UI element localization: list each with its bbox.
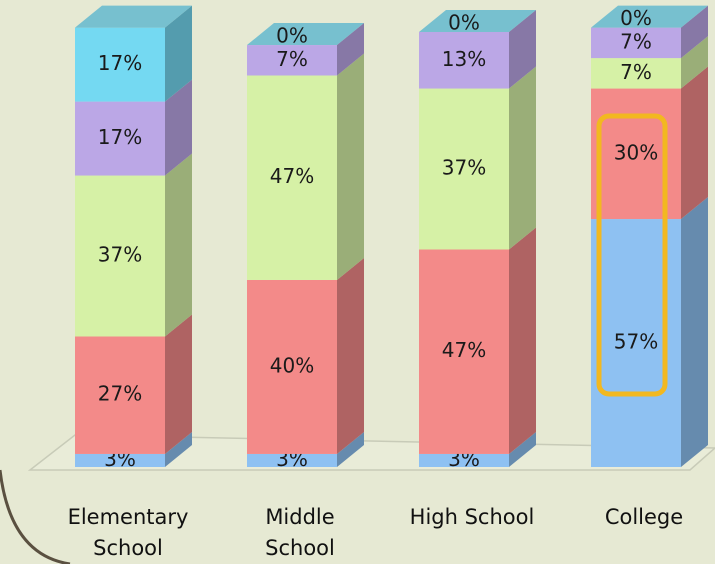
x-tick-label: High School — [410, 505, 535, 529]
value-label: 47% — [270, 164, 314, 188]
value-label: 47% — [442, 338, 486, 362]
bars: 3%27%37%17%17%3%40%47%7%0%3%47%37%13%0%5… — [75, 5, 708, 471]
bar-side — [509, 10, 536, 89]
value-label: 40% — [270, 353, 314, 377]
bar-side — [509, 227, 536, 454]
value-label: 7% — [276, 47, 308, 71]
value-label: 0% — [276, 24, 308, 48]
value-label: 17% — [98, 125, 142, 149]
bar-top — [419, 10, 536, 32]
x-tick-label: Elementary School — [68, 505, 189, 560]
bar-side — [165, 5, 192, 102]
bar-top — [247, 23, 364, 46]
bar-side — [681, 36, 708, 89]
value-label: 7% — [620, 60, 652, 84]
bar-side — [165, 79, 192, 176]
bar-segment — [419, 88, 509, 250]
bar-side — [681, 5, 708, 59]
bar-top — [591, 5, 708, 28]
x-tick-label-line: College — [605, 505, 683, 529]
bar-segment — [75, 453, 165, 467]
bar-side — [165, 153, 192, 337]
bar-segment — [247, 45, 337, 76]
bar-side — [681, 197, 708, 468]
bar-segment — [75, 27, 165, 102]
bar-segment — [75, 175, 165, 337]
bar-side — [681, 66, 708, 220]
value-label: 17% — [98, 51, 142, 75]
bar-side — [509, 431, 536, 467]
value-label: 37% — [442, 156, 486, 180]
value-label: 57% — [614, 330, 658, 354]
bar-segment — [247, 75, 337, 280]
bar-segment — [591, 58, 681, 89]
bar-side — [337, 23, 364, 76]
bar-top — [75, 5, 192, 28]
bar-side — [165, 431, 192, 467]
value-label: 13% — [442, 47, 486, 71]
bar-side — [165, 314, 192, 454]
highlight-box — [596, 113, 668, 397]
x-tick-label-line: School — [265, 536, 335, 560]
bar-segment — [75, 336, 165, 454]
bar-segment — [419, 32, 509, 89]
bar-segment — [419, 453, 509, 467]
value-label: 37% — [98, 243, 142, 267]
floor — [27, 434, 715, 471]
x-tick-label: College — [605, 505, 683, 529]
bar-segment — [247, 453, 337, 467]
value-label: 30% — [614, 140, 658, 164]
x-tick-label-line: Elementary — [68, 505, 189, 529]
bar-segment — [419, 249, 509, 454]
bar-side — [337, 431, 364, 467]
bar-side — [509, 66, 536, 250]
value-label: 0% — [448, 11, 480, 35]
x-tick-label-line: High School — [410, 505, 535, 529]
bar-segment — [591, 27, 681, 59]
bar-segment — [75, 101, 165, 176]
bar-side — [337, 53, 364, 280]
value-label: 0% — [620, 6, 652, 30]
bar-segment — [247, 279, 337, 454]
bar-side — [337, 257, 364, 454]
x-tick-label-line: School — [93, 536, 163, 560]
value-label: 27% — [98, 382, 142, 406]
x-tick-label-line: Middle — [265, 505, 334, 529]
frame-curve — [0, 469, 71, 564]
x-tick-label: Middle School — [265, 505, 335, 560]
value-label: 7% — [620, 29, 652, 53]
